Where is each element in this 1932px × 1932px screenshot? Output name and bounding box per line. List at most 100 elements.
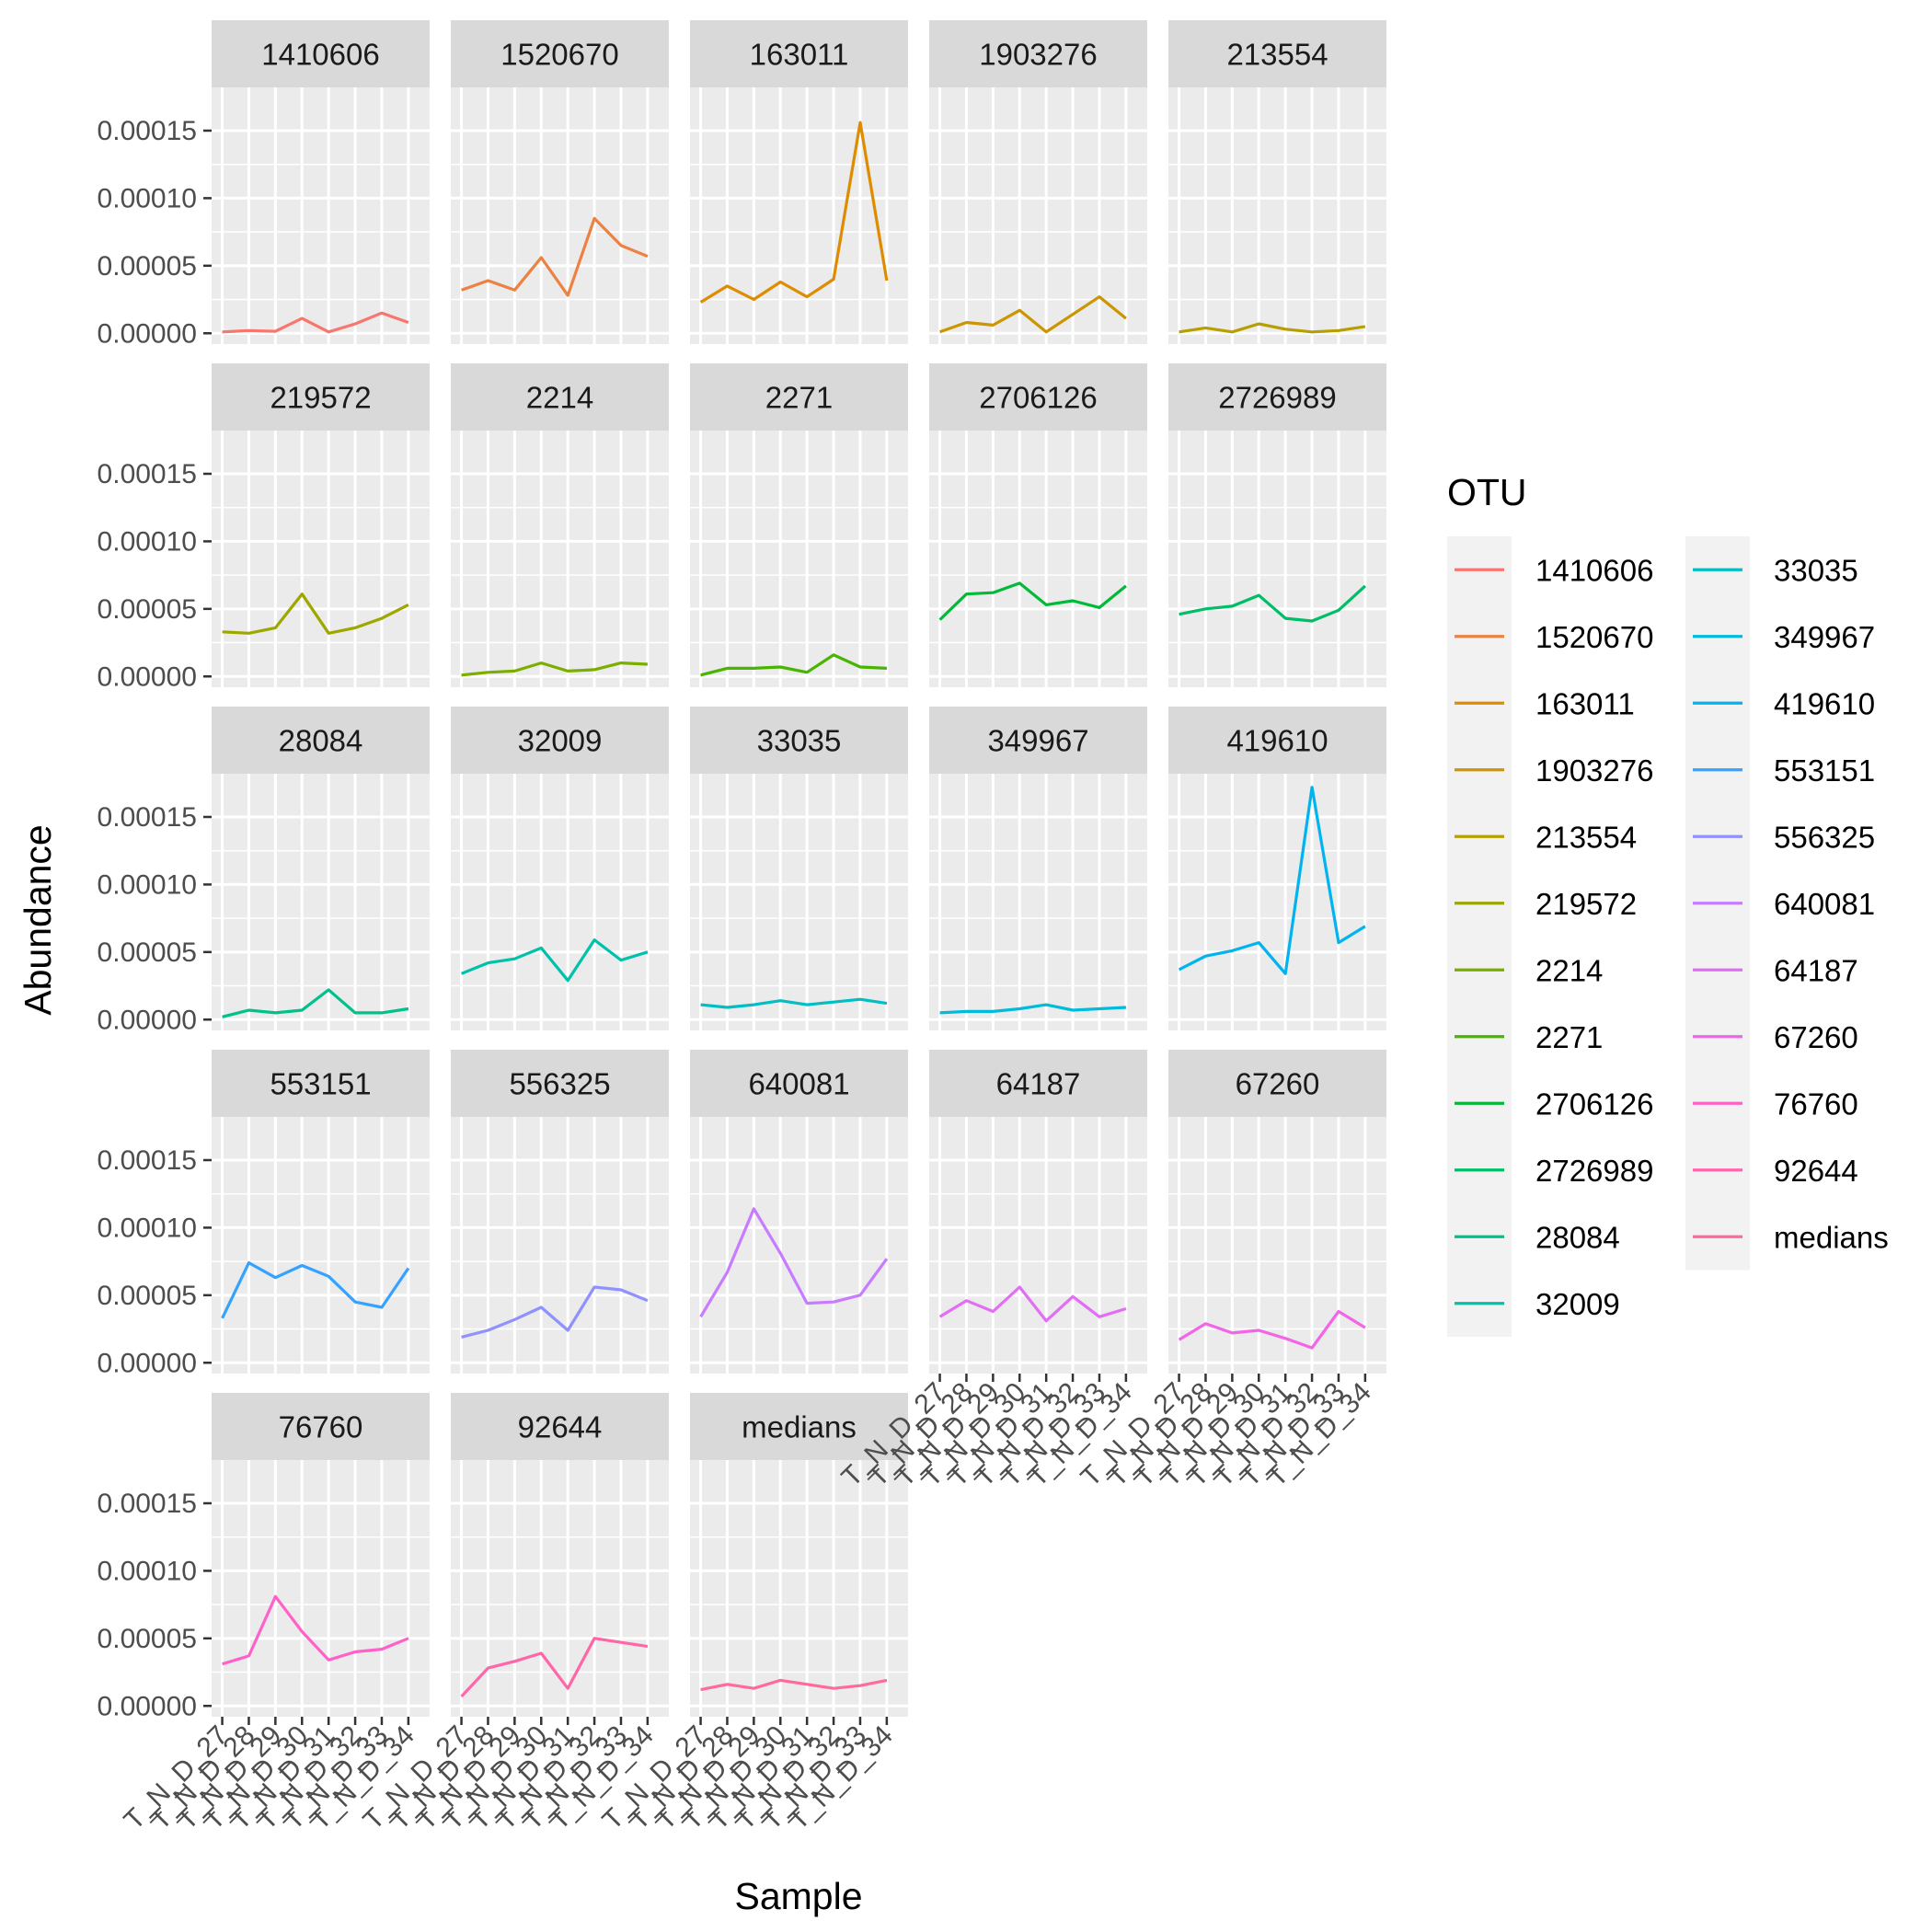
panel-strip [212,20,430,87]
panel-strip-label: 2706126 [979,381,1097,415]
y-tick-label: 0.00010 [98,869,197,900]
panel-strip [451,1393,669,1460]
y-tick-label: 0.00015 [98,802,197,833]
panel-349967: 349967 [929,707,1147,1030]
panel-strip [1168,363,1386,431]
panel-background [929,1117,1147,1374]
legend-item-label: 213554 [1535,820,1637,854]
panel-strip-label: 556325 [509,1067,610,1101]
panel-background [451,1117,669,1374]
panel-background [451,431,669,687]
legend-item-label: 1410606 [1535,553,1653,587]
legend-item-2271: 2271 [1447,1003,1603,1070]
series-line-556325 [461,1285,649,1339]
panel-2706126: 2706126 [929,363,1147,687]
panel-strip [451,707,669,774]
series-line-2271 [700,653,887,677]
legend-item-2726989: 2726989 [1447,1136,1653,1203]
panel-strip [690,1393,908,1460]
series-line-2706126 [938,581,1127,621]
legend-item-2706126: 2706126 [1447,1070,1653,1137]
panel-strip-label: 2214 [526,381,593,415]
y-tick-label: 0.00010 [98,1556,197,1586]
y-tick-label: 0.00005 [98,251,197,282]
panel-strip [212,1050,430,1117]
legend-item-1903276: 1903276 [1447,736,1653,803]
panel-strip [212,363,430,431]
y-tick-label: 0.00010 [98,183,197,213]
panel-strip-label: 213554 [1226,38,1328,72]
legend-item-label: 1520670 [1535,620,1653,654]
series-line-33035 [700,997,888,1009]
y-tick-label: 0.00015 [98,116,197,146]
legend-item-label: 1903276 [1535,753,1653,788]
panel-strip-label: 67260 [1236,1067,1320,1101]
panel-strip-label: 32009 [518,724,603,758]
legend-item-label: 163011 [1535,686,1635,720]
y-tick-label: 0.00005 [98,1624,197,1654]
panel-556325: 556325 [451,1050,669,1374]
y-tick-label: 0.00015 [98,1489,197,1519]
panel-2726989: 2726989 [1168,363,1386,687]
panel-background [690,1117,908,1374]
panel-strip-label: 33035 [757,724,842,758]
legend-item-67260: 67260 [1685,1003,1858,1070]
panels-layer: 1410606 1520670 163011 1903276 213554 219572 2… [212,20,1386,1717]
series-line-553151 [221,1260,410,1319]
panel-background [212,1117,430,1374]
panel-strip-label: 640081 [748,1067,849,1101]
legend-item-92644: 92644 [1685,1136,1858,1203]
panel-strip-label: 1410606 [261,38,379,72]
legend-item-28084: 28084 [1447,1203,1620,1271]
legend-item-label: 556325 [1774,820,1875,854]
panel-background [212,774,430,1030]
panel-strip [929,707,1147,774]
panel-background [690,774,908,1030]
panel-background [451,87,669,344]
legend-item-556325: 556325 [1685,803,1875,870]
y-tick-label: 0.00000 [98,1005,197,1035]
y-tick-label: 0.00000 [98,318,197,349]
series-line-219572 [222,592,409,635]
y-axis-title: Abundance [17,824,59,1015]
legend-item-553151: 553151 [1685,736,1875,803]
y-tick-label: 0.00005 [98,937,197,968]
legend-item-label: 349967 [1774,620,1875,654]
panel-strip-label: 2271 [765,381,833,415]
panel-background [1168,774,1386,1030]
panel-background [690,431,908,687]
y-tick-label: 0.00015 [98,459,197,489]
panel-strip-label: 219572 [270,381,371,415]
panel-strip-label: 92644 [518,1410,603,1444]
panel-219572: 219572 [212,363,430,687]
legend-item-163011: 163011 [1447,670,1635,737]
legend-item-medians: medians [1685,1203,1889,1271]
panel-background [1168,87,1386,344]
legend-item-label: 92644 [1774,1154,1858,1188]
panel-background [212,87,430,344]
panel-strip [212,1393,430,1460]
panel-background [929,87,1147,344]
panel-163011: 163011 [690,20,908,344]
panel-background [929,774,1147,1030]
y-tick-label: 0.00005 [98,594,197,625]
series-line-32009 [460,937,649,983]
series-line-2726989 [1179,584,1366,623]
legend-item-label: 640081 [1774,887,1875,921]
panel-background [212,431,430,687]
legend-item-label: 2214 [1535,953,1603,987]
panel-background [451,774,669,1030]
legend-item-640081: 640081 [1685,869,1875,937]
panel-1410606: 1410606 [212,20,430,344]
panel-213554: 213554 [1168,20,1386,344]
panel-1520670: 1520670 [451,20,669,344]
legend-item-label: 28084 [1535,1220,1620,1254]
legend-item-label: 2706126 [1535,1087,1653,1121]
panel-medians: medians [690,1393,908,1717]
panel-64187: 64187 [929,1050,1147,1374]
legend-item-label: 2271 [1535,1020,1603,1054]
series-line-92644 [460,1637,649,1698]
legend-item-label: 2726989 [1535,1154,1653,1188]
legend-item-33035: 33035 [1685,536,1858,604]
